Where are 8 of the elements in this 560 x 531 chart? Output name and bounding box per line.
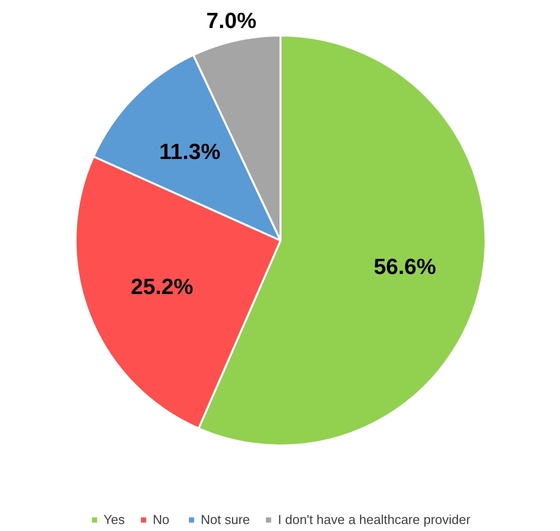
legend-label: I don't have a healthcare provider bbox=[278, 512, 470, 527]
legend-label: Not sure bbox=[200, 512, 250, 527]
data-label: 25.2% bbox=[130, 274, 194, 299]
legend-label: No bbox=[152, 512, 170, 527]
data-label: 56.6% bbox=[374, 254, 436, 279]
data-label: 11.3% bbox=[159, 138, 220, 164]
legend-label: Yes bbox=[104, 512, 125, 527]
data-label: 7.0% bbox=[206, 8, 256, 33]
